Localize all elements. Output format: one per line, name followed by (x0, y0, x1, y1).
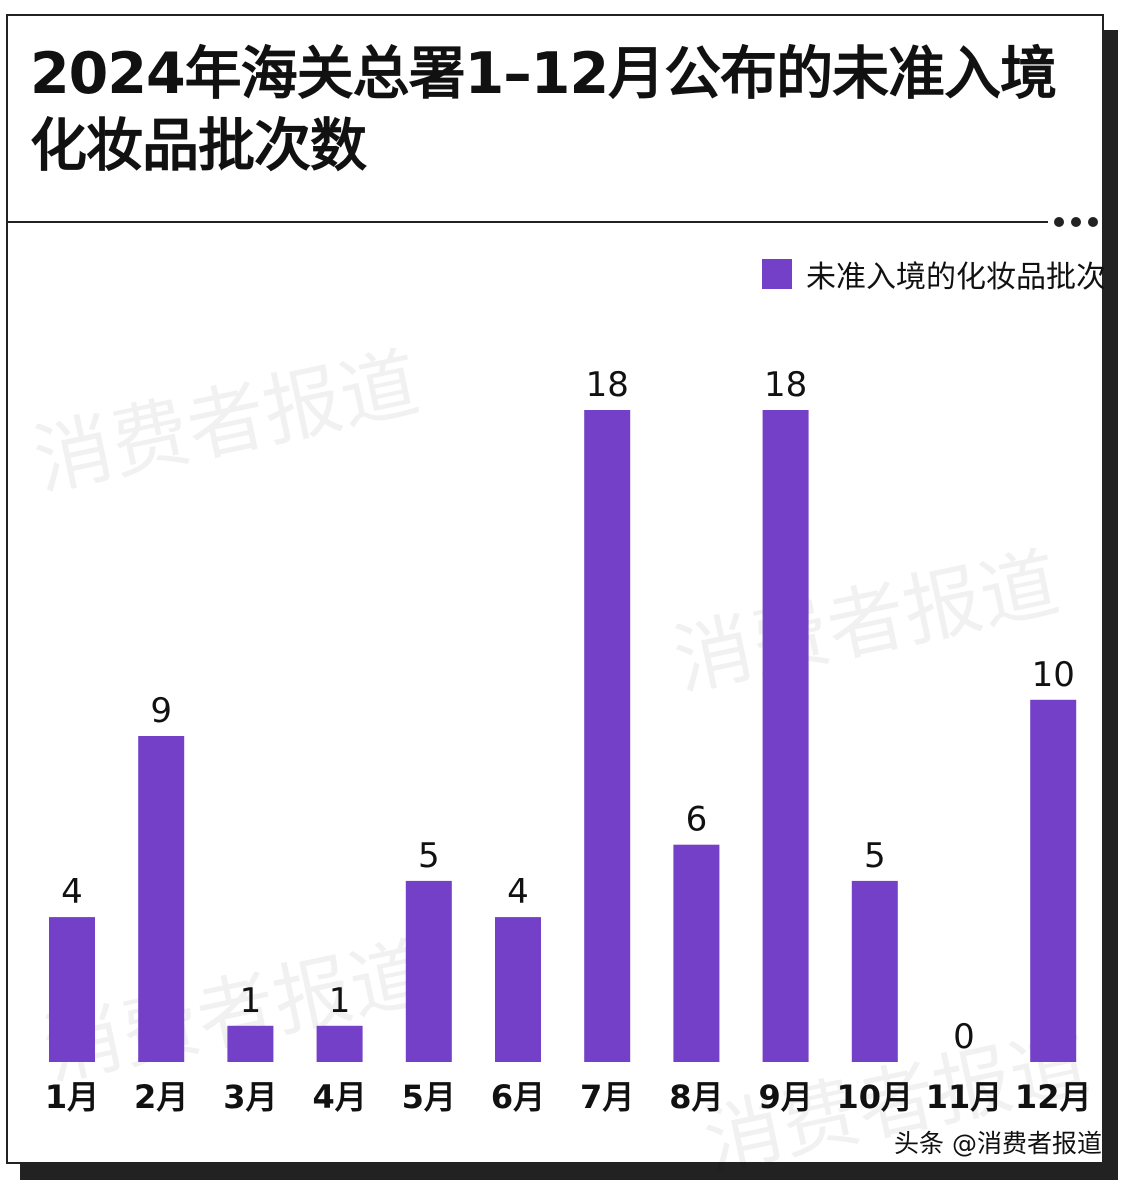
bar-3 (227, 1025, 274, 1062)
title-divider (8, 221, 1048, 223)
x-tick-label-5: 5月 (402, 1078, 456, 1116)
legend: 未准入境的化妆品批次 (762, 252, 1106, 296)
bar-4 (316, 1025, 363, 1062)
chart-card (6, 14, 1104, 1164)
data-label-11: 0 (953, 1017, 975, 1057)
x-tick-label-6: 6月 (491, 1078, 545, 1116)
x-tick-label-9: 9月 (758, 1078, 812, 1116)
x-tick-label-11: 11月 (926, 1078, 1003, 1116)
data-label-3: 1 (240, 981, 262, 1021)
data-label-2: 9 (150, 691, 172, 731)
data-label-7: 18 (586, 365, 629, 405)
bar-9 (762, 410, 809, 1062)
bar-5 (405, 880, 452, 1062)
source-credit: 头条 @消费者报道 (894, 1129, 1102, 1158)
data-label-5: 5 (418, 836, 440, 876)
legend-swatch (762, 259, 792, 289)
x-tick-label-2: 2月 (134, 1078, 188, 1116)
data-label-8: 6 (686, 800, 708, 840)
x-tick-label-10: 10月 (837, 1078, 914, 1116)
data-label-6: 4 (507, 872, 529, 912)
x-tick-label-7: 7月 (580, 1078, 634, 1116)
legend-label: 未准入境的化妆品批次 (806, 260, 1106, 295)
bar-12 (1030, 699, 1077, 1062)
x-tick-label-8: 8月 (669, 1078, 723, 1116)
data-label-4: 1 (329, 981, 351, 1021)
data-label-12: 10 (1032, 655, 1075, 695)
bar-6 (495, 917, 541, 1062)
data-label-1: 4 (61, 872, 83, 912)
bar-10 (851, 880, 898, 1062)
chart-title: 2024年海关总署1–12月公布的未准入境化妆品批次数 (30, 41, 1057, 179)
bar-8 (673, 844, 720, 1062)
more-horizontal-icon[interactable] (1054, 214, 1106, 230)
x-tick-label-3: 3月 (223, 1078, 277, 1116)
x-tick-label-12: 12月 (1015, 1078, 1092, 1116)
bar-1 (49, 917, 95, 1062)
data-label-10: 5 (864, 836, 886, 876)
x-tick-label-1: 1月 (45, 1078, 99, 1116)
bar-7 (584, 410, 631, 1062)
data-label-9: 18 (764, 365, 807, 405)
bar-2 (138, 736, 185, 1062)
x-tick-label-4: 4月 (312, 1078, 366, 1116)
